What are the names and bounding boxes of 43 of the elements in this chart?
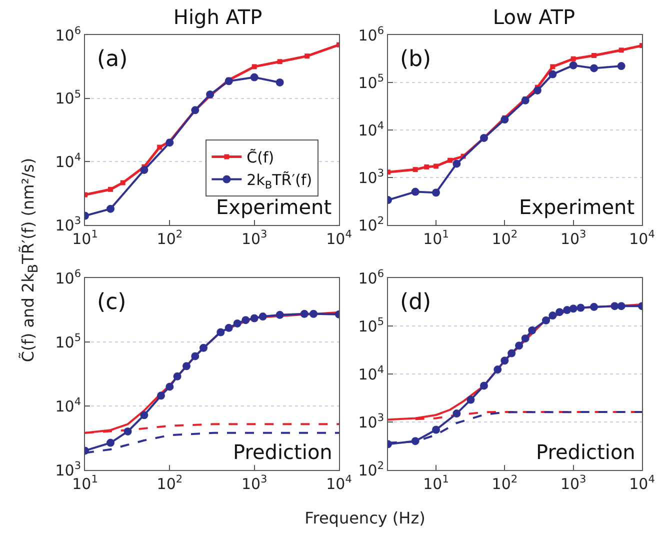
chart-title: High ATP [173,5,262,29]
y-tick-label: 10$^{5}$ [55,332,81,352]
y-tick-label: 10$^{4}$ [358,364,384,384]
legend-label: 2k$_{B}$TR̃′(f) [246,170,312,192]
x-tick-label: 10$^{4}$ [629,474,656,493]
x-tick-label: 10$^{3}$ [560,474,586,493]
x-tick-label: 10$^{2}$ [492,228,518,248]
x-tick-label: 10$^{3}$ [241,474,268,493]
y-tick-label: 10$^{2}$ [358,460,384,480]
x-tick-label: 10$^{2}$ [492,474,518,493]
x-tick-label: 10$^{1}$ [423,474,449,493]
y-tick-label: 10$^{6}$ [358,24,384,44]
legend-label: C̃(f) [246,148,274,167]
y-tick-label: 10$^{5}$ [55,88,81,108]
annotation: Prediction [536,440,636,464]
y-tick-label: 10$^{6}$ [55,268,82,288]
x-tick-label: 10$^{2}$ [156,474,183,493]
x-tick-label: 10$^{4}$ [326,228,352,248]
annotation: (d) [400,290,432,315]
y-tick-label: 10$^{6}$ [55,24,82,44]
y-tick-label: 10$^{5}$ [358,316,384,336]
x-tick-label: 10$^{3}$ [560,228,586,248]
x-tick-label: 10$^{2}$ [156,228,183,248]
x-tick-label: 10$^{3}$ [241,228,268,248]
annotation: (c) [97,290,126,315]
y-tick-label: 10$^{6}$ [358,268,384,288]
y-tick-label: 10$^{4}$ [55,152,82,171]
chart-title: Low ATP [492,5,576,29]
y-tick-label: 10$^{3}$ [358,167,384,187]
y-tick-label: 10$^{2}$ [358,214,384,234]
y-tick-label: 10$^{4}$ [55,396,82,416]
annotation: (b) [400,47,432,72]
x-tick-label: 10$^{4}$ [326,474,352,493]
y-tick-label: 10$^{5}$ [358,72,384,92]
annotation: Experiment [519,195,635,219]
annotation: Prediction [233,440,332,464]
y-tick-label: 10$^{3}$ [358,412,384,432]
x-tick-label: 10$^{1}$ [423,228,449,248]
y-tick-label: 10$^{4}$ [358,120,384,140]
x-tick-label: 10$^{4}$ [629,228,656,248]
annotation: (a) [97,47,128,72]
x-axis-title: Frequency (Hz) [304,508,426,528]
annotation: Experiment [216,195,332,219]
